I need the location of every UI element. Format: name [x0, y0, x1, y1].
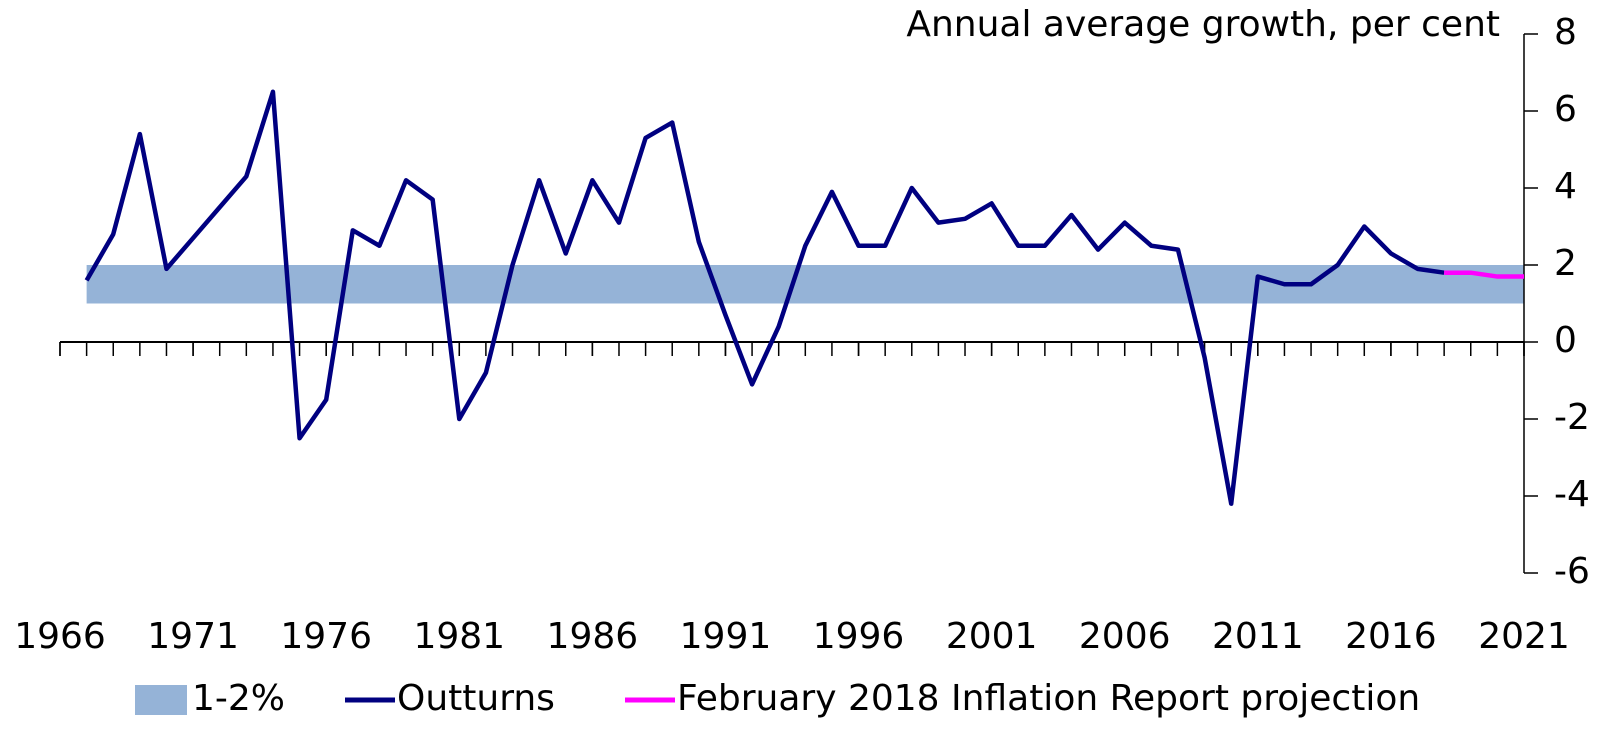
line-series	[1444, 270, 1524, 279]
x-tick-label: 1991	[680, 616, 772, 657]
x-tick-label: 1996	[813, 616, 905, 657]
x-tick-label: 2021	[1478, 616, 1570, 657]
x-tick-label: 2001	[946, 616, 1038, 657]
x-tick-label: 1976	[280, 616, 372, 657]
y-tick-label: 8	[1554, 12, 1577, 53]
x-tick-label: 1971	[147, 616, 239, 657]
y-tick-label: -4	[1554, 474, 1590, 515]
legend-label: Outturns	[397, 678, 555, 719]
line-series	[84, 89, 1445, 506]
y-tick-label: 4	[1554, 166, 1577, 207]
y-tick-label: -2	[1554, 397, 1590, 438]
x-tick-label: 1966	[14, 616, 106, 657]
x-tick-label: 2011	[1212, 616, 1304, 657]
y-tick-label: 6	[1554, 89, 1577, 130]
y-tick-label: -6	[1554, 551, 1590, 592]
legend-label: 1-2%	[192, 678, 285, 719]
legend-label: February 2018 Inflation Report projectio…	[677, 678, 1420, 719]
legend-swatch	[135, 685, 187, 715]
y-tick-label: 0	[1554, 320, 1577, 361]
y-tick-label: 2	[1554, 243, 1577, 284]
y-axis-label: Annual average growth, per cent	[906, 4, 1500, 45]
x-tick-label: 2016	[1345, 616, 1437, 657]
x-tick-label: 1981	[413, 616, 505, 657]
x-tick-label: 1986	[547, 616, 639, 657]
x-tick-label: 2006	[1079, 616, 1171, 657]
